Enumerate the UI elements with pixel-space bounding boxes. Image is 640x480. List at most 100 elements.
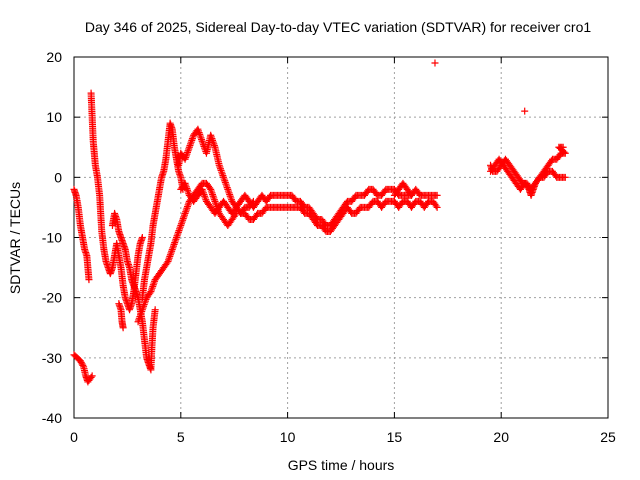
data-point bbox=[134, 318, 142, 326]
data-point bbox=[225, 189, 233, 197]
data-point bbox=[208, 189, 216, 197]
data-point bbox=[182, 152, 190, 160]
data-point bbox=[433, 203, 441, 211]
data-point bbox=[212, 199, 220, 207]
axis-ticks: 0 5 10 15 20 25 -40 -30 -20 -10 0 10 20 bbox=[42, 49, 616, 445]
data-point bbox=[181, 179, 189, 187]
data-point bbox=[202, 196, 210, 204]
data-point bbox=[141, 299, 149, 307]
data-point bbox=[217, 166, 225, 174]
data-point bbox=[184, 186, 192, 194]
data-point bbox=[167, 249, 175, 257]
data-point bbox=[189, 133, 197, 141]
data-point bbox=[87, 373, 95, 381]
data-point bbox=[207, 185, 215, 193]
data-point bbox=[138, 306, 146, 314]
data-point bbox=[171, 239, 179, 247]
x-tick-label: 15 bbox=[387, 429, 403, 445]
data-point bbox=[137, 311, 145, 319]
data-point bbox=[166, 251, 174, 259]
data-point bbox=[207, 187, 215, 195]
data-point bbox=[182, 206, 190, 214]
data-point bbox=[182, 181, 190, 189]
data-point bbox=[175, 227, 183, 235]
data-point bbox=[178, 218, 186, 226]
data-point bbox=[139, 304, 147, 312]
data-point bbox=[173, 234, 181, 241]
data-point bbox=[210, 194, 218, 202]
data-point bbox=[166, 252, 174, 260]
series-track-h bbox=[175, 125, 257, 217]
data-point bbox=[221, 178, 229, 186]
data-point bbox=[138, 234, 146, 241]
x-tick-label: 20 bbox=[493, 429, 509, 445]
data-point bbox=[183, 150, 191, 158]
data-point bbox=[194, 127, 202, 135]
data-point bbox=[180, 213, 188, 221]
data-point bbox=[183, 185, 191, 193]
data-point bbox=[432, 202, 440, 210]
data-point bbox=[559, 143, 567, 151]
data-point bbox=[406, 190, 414, 198]
data-point bbox=[184, 203, 192, 211]
data-point bbox=[222, 180, 230, 188]
y-tick-label: 20 bbox=[46, 49, 62, 65]
data-point bbox=[210, 140, 218, 148]
data-point bbox=[184, 188, 192, 196]
series-track-a bbox=[70, 185, 93, 284]
data-point bbox=[433, 191, 441, 199]
x-tick-label: 25 bbox=[600, 429, 616, 445]
data-point bbox=[119, 324, 127, 332]
data-point bbox=[183, 204, 191, 212]
data-point bbox=[149, 282, 157, 290]
data-point bbox=[135, 314, 143, 322]
data-point bbox=[148, 284, 156, 292]
data-point bbox=[149, 281, 157, 289]
y-tick-label: -20 bbox=[42, 290, 62, 306]
data-point bbox=[172, 235, 180, 243]
data-point bbox=[221, 177, 229, 185]
series-outlier-1 bbox=[431, 59, 439, 67]
data-point bbox=[197, 134, 205, 142]
data-point bbox=[198, 185, 206, 193]
data-point bbox=[182, 208, 190, 216]
data-point bbox=[220, 173, 228, 181]
x-tick-label: 10 bbox=[280, 429, 296, 445]
data-point bbox=[209, 192, 217, 200]
data-point bbox=[141, 297, 149, 305]
data-point bbox=[147, 288, 155, 296]
data-point bbox=[173, 232, 181, 240]
data-point bbox=[223, 182, 231, 190]
data-point bbox=[85, 276, 93, 284]
data-point bbox=[140, 301, 148, 309]
data-point bbox=[200, 191, 208, 199]
data-point bbox=[224, 187, 232, 195]
data-point bbox=[227, 196, 235, 204]
data-point bbox=[177, 221, 185, 229]
series-track-g bbox=[134, 179, 240, 326]
data-point bbox=[209, 191, 217, 199]
data-point bbox=[198, 137, 206, 145]
data-point bbox=[184, 147, 192, 155]
data-point bbox=[170, 240, 178, 248]
data-point bbox=[194, 125, 202, 133]
data-point bbox=[215, 161, 223, 169]
x-tick-label: 5 bbox=[177, 429, 185, 445]
data-point bbox=[184, 201, 192, 209]
data-point bbox=[138, 307, 146, 315]
data-point bbox=[209, 138, 217, 146]
data-points bbox=[70, 59, 569, 386]
y-tick-label: -10 bbox=[42, 230, 62, 246]
data-point bbox=[224, 185, 232, 193]
data-point bbox=[185, 199, 193, 207]
data-point bbox=[211, 197, 219, 205]
x-tick-label: 0 bbox=[70, 429, 78, 445]
data-point bbox=[185, 145, 193, 153]
data-point bbox=[206, 184, 214, 192]
y-tick-label: -40 bbox=[42, 410, 62, 426]
data-point bbox=[148, 286, 156, 294]
data-point bbox=[184, 148, 192, 156]
data-point bbox=[196, 130, 204, 138]
data-point bbox=[196, 132, 204, 140]
